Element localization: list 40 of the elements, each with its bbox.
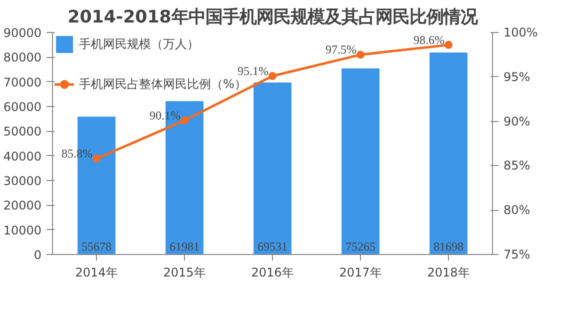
data-label: 95.1% (238, 64, 269, 78)
point (356, 50, 364, 59)
y-tick-label: 70000 (3, 75, 42, 90)
data-label: 98.6% (414, 32, 445, 47)
y2-tick-label: 80% (504, 203, 530, 218)
data-label: 69531 (258, 240, 288, 254)
y2-tick-label: 85% (504, 158, 530, 173)
point (92, 154, 100, 163)
y2-tick-label: 95% (504, 70, 530, 84)
y-tick-label: 20000 (3, 198, 42, 213)
bar (254, 82, 292, 254)
point (268, 72, 276, 80)
y-tick-label: 90000 (3, 26, 42, 40)
y-tick-label: 40000 (3, 149, 42, 164)
point (180, 116, 188, 124)
data-label: 55678 (82, 240, 112, 254)
y-tick-label: 80000 (3, 50, 42, 65)
y2-tick-label: 90% (504, 114, 530, 128)
y-tick-label: 60000 (3, 100, 42, 114)
y2-tick-label: 75% (504, 248, 530, 262)
x-tick-label: 2015年 (163, 266, 206, 280)
y2-tick-label: 100% (504, 26, 538, 40)
bar (430, 52, 468, 254)
legend-label: 手机网民占整体网民比例（%） (79, 76, 246, 92)
y-tick-label: 50000 (3, 124, 42, 139)
x-tick-label: 2018年 (427, 266, 470, 280)
x-tick-label: 2016年 (251, 266, 294, 280)
data-label: 75265 (346, 240, 376, 254)
y-tick-label: 0 (34, 248, 42, 262)
legend-label: 手机网民规模（万人） (79, 36, 199, 52)
data-label: 97.5% (326, 42, 357, 57)
chart-title: 2014-2018年中国手机网民规模及其占网民比例情况 (68, 8, 478, 28)
point (444, 40, 452, 49)
y-tick-label: 10000 (3, 223, 42, 238)
bar (342, 68, 380, 254)
x-tick-label: 2017年 (339, 266, 382, 280)
data-label: 81698 (434, 240, 464, 254)
x-tick-label: 2014年 (75, 266, 118, 280)
y-tick-label: 30000 (3, 174, 42, 188)
data-label: 61981 (170, 240, 200, 254)
